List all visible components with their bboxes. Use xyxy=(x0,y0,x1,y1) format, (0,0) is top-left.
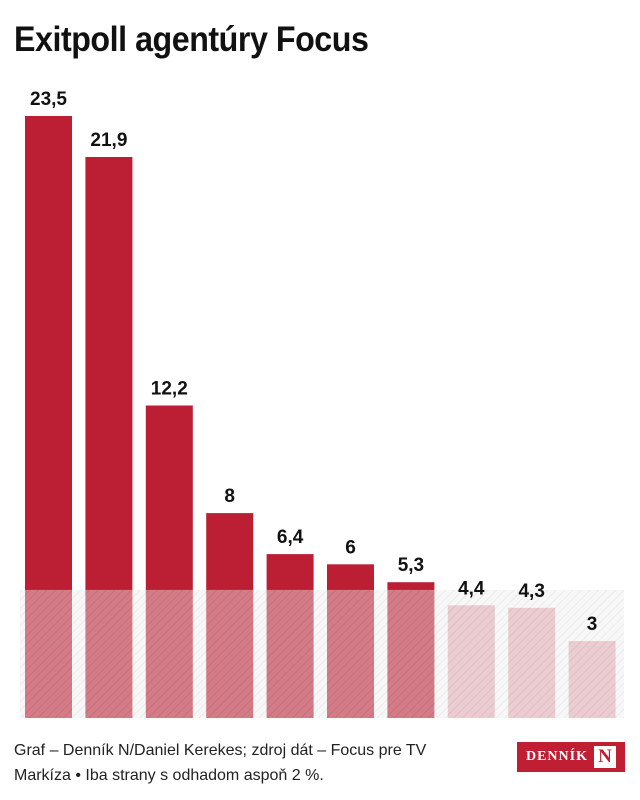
bar-value-label-1: 23,5 xyxy=(30,89,67,110)
bar-value-label-2: 21,9 xyxy=(90,130,127,151)
logo-text: DENNÍK xyxy=(525,749,588,764)
value-labels-layer: 23,5 21,9 12,2 8 6,4 6 5,3 4,4 4,3 3 xyxy=(30,89,597,635)
bar-chart-svg: 23,5 21,9 12,2 8 6,4 6 5,3 4,4 4,3 3 xyxy=(20,89,624,718)
bar-value-label-4: 8 xyxy=(224,486,235,507)
bar-value-label-10: 3 xyxy=(587,614,598,635)
bar-value-label-7: 5,3 xyxy=(398,555,424,576)
bar-value-label-8: 4,4 xyxy=(458,578,485,599)
page-title: Exitpoll agentúry Focus xyxy=(14,20,369,59)
bar-value-label-3: 12,2 xyxy=(151,379,188,400)
bar-value-label-9: 4,3 xyxy=(518,581,544,602)
threshold-band-layer xyxy=(20,589,624,718)
bar-chart: 23,5 21,9 12,2 8 6,4 6 5,3 4,4 4,3 3 xyxy=(20,89,624,718)
bar-value-label-6: 6 xyxy=(345,537,356,558)
source-note-line-1: Graf – Denník N/Daniel Kerekes; zdroj dá… xyxy=(14,742,427,759)
source-note-line-2: Markíza • Iba strany s odhadom aspoň 2 %… xyxy=(14,767,324,784)
source-note: Graf – Denník N/Daniel Kerekes; zdroj dá… xyxy=(14,738,494,788)
dennik-n-logo: DENNÍK N xyxy=(517,742,625,772)
logo-n-mark: N xyxy=(594,746,616,768)
bar-value-label-5: 6,4 xyxy=(277,527,304,548)
threshold-band xyxy=(20,589,624,718)
